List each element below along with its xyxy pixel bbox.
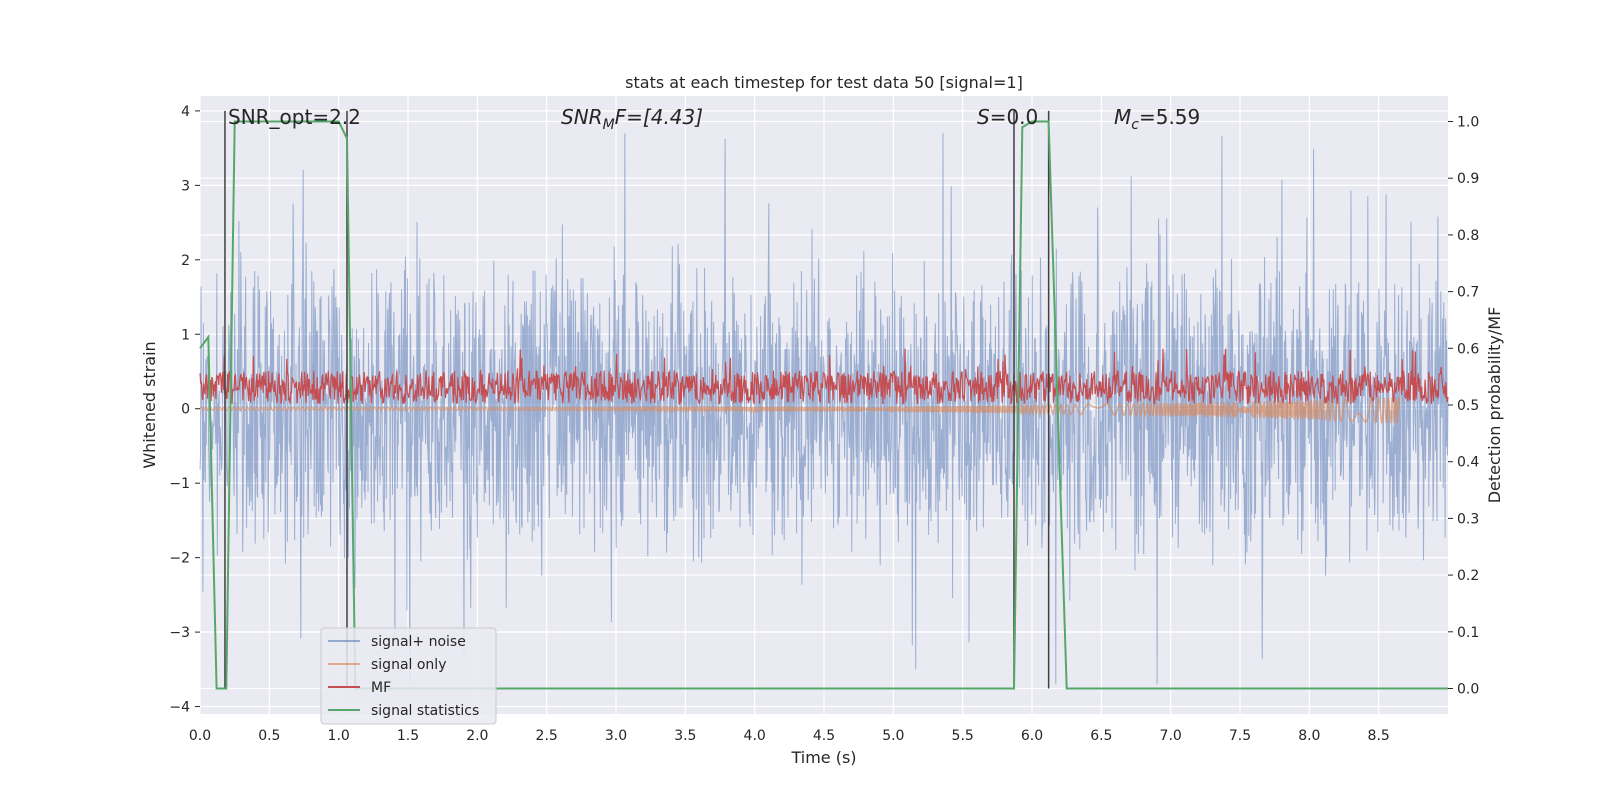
y2-tick-label: 0.0 xyxy=(1457,681,1479,697)
y2-tick-label: 0.4 xyxy=(1457,455,1479,471)
noise-line xyxy=(199,133,1449,685)
chart-title: stats at each timestep for test data 50 … xyxy=(625,73,1023,92)
x-tick-label: 6.0 xyxy=(1021,728,1043,744)
legend-label-noise: signal+ noise xyxy=(371,634,466,650)
x-tick-label: 2.0 xyxy=(466,728,488,744)
y2-tick-label: 0.6 xyxy=(1457,341,1479,357)
y2-tick-label: 0.8 xyxy=(1457,228,1479,244)
x-tick-label: 8.0 xyxy=(1298,728,1320,744)
x-tick-labels: 0.0 0.5 1.0 1.5 2.0 2.5 3.0 3.5 4.0 4.5 5.0 5.5 6.0 6… xyxy=(189,728,1390,744)
y-axis-title: Whitened strain xyxy=(140,341,159,468)
x-tick-label: 1.5 xyxy=(397,728,419,744)
vertical-markers xyxy=(224,110,1050,689)
signal-statistics-line xyxy=(199,120,1448,690)
annotation-snr-mf-rest: F=[4.43] xyxy=(615,105,703,129)
x-tick-label: 6.5 xyxy=(1090,728,1112,744)
grid-lines xyxy=(199,96,1448,714)
legend-label-signal: signal only xyxy=(371,657,446,673)
x-tick-label: 0.0 xyxy=(189,728,211,744)
y-tick-label: 0 xyxy=(181,402,190,418)
x-tick-label: 4.0 xyxy=(744,728,766,744)
y2-tick-label: 0.7 xyxy=(1457,285,1479,301)
x-tick-label: 8.5 xyxy=(1368,728,1390,744)
x-tick-label: 0.5 xyxy=(258,728,280,744)
y-tick-label: 2 xyxy=(181,253,190,269)
x-tick-label: 5.0 xyxy=(882,728,904,744)
y2-tick-label: 0.2 xyxy=(1457,568,1479,584)
signal-only-line xyxy=(199,395,1401,426)
annotation-s: S=0.0 xyxy=(977,105,1038,129)
series-signal-only xyxy=(199,395,1401,426)
y2-tick-label: 0.5 xyxy=(1457,398,1479,414)
annotation-mc-sub: c xyxy=(1131,117,1139,133)
y-tick-label: −2 xyxy=(169,551,190,567)
series-mf xyxy=(199,348,1449,406)
annotation-snr-mf-main: SNR xyxy=(561,105,603,129)
y-tick-label: −4 xyxy=(169,700,190,716)
x-tick-label: 5.5 xyxy=(952,728,974,744)
legend-label-stats: signal statistics xyxy=(371,703,479,719)
x-tick-label: 2.5 xyxy=(536,728,558,744)
y-tick-labels: 4 3 2 1 0 −1 −2 −3 −4 xyxy=(169,104,200,716)
annotation-snr-mf-sub: M xyxy=(603,117,615,133)
y2-tick-label: 0.3 xyxy=(1457,511,1479,527)
y2-axis-title: Detection probability/MF xyxy=(1485,307,1504,504)
legend-box xyxy=(320,627,497,725)
y-tick-label: 3 xyxy=(181,178,190,194)
x-tick-label: 7.5 xyxy=(1229,728,1251,744)
series-signal-noise xyxy=(199,133,1449,685)
x-tick-label: 4.5 xyxy=(813,728,835,744)
y2-tick-label: 1.0 xyxy=(1457,115,1479,131)
x-tick-label: 3.5 xyxy=(674,728,696,744)
x-tick-label: 1.0 xyxy=(328,728,350,744)
y-tick-label: −1 xyxy=(169,476,190,492)
series-signal-statistics xyxy=(199,120,1448,690)
annotation-s-symbol: S xyxy=(977,105,990,129)
mf-line xyxy=(199,348,1449,406)
annotation-mc-value: =5.59 xyxy=(1139,105,1200,129)
x-axis-title: Time (s) xyxy=(790,748,856,767)
y-tick-label: −3 xyxy=(169,625,190,641)
y-tick-label: 4 xyxy=(181,104,190,120)
annotation-snr-opt: SNR_opt=2.2 xyxy=(228,105,361,129)
x-tick-label: 3.0 xyxy=(605,728,627,744)
annotation-mc-main: M xyxy=(1114,105,1131,129)
legend: signal+ noise signal only MF signal stat… xyxy=(320,627,497,725)
y2-tick-label: 0.9 xyxy=(1457,171,1479,187)
annotation-snr-mf: SNRMF=[4.43] xyxy=(561,105,703,133)
y2-tick-labels: 1.0 0.9 0.8 0.7 0.6 0.5 0.4 0.3 0.2 0.1 0.0 xyxy=(1448,115,1479,697)
annotation-s-value: =0.0 xyxy=(990,105,1039,129)
y2-tick-label: 0.1 xyxy=(1457,625,1479,641)
annotation-mc: Mc=5.59 xyxy=(1114,105,1200,133)
x-tick-label: 7.0 xyxy=(1160,728,1182,744)
legend-label-mf: MF xyxy=(371,680,391,696)
y-tick-label: 1 xyxy=(181,327,190,343)
